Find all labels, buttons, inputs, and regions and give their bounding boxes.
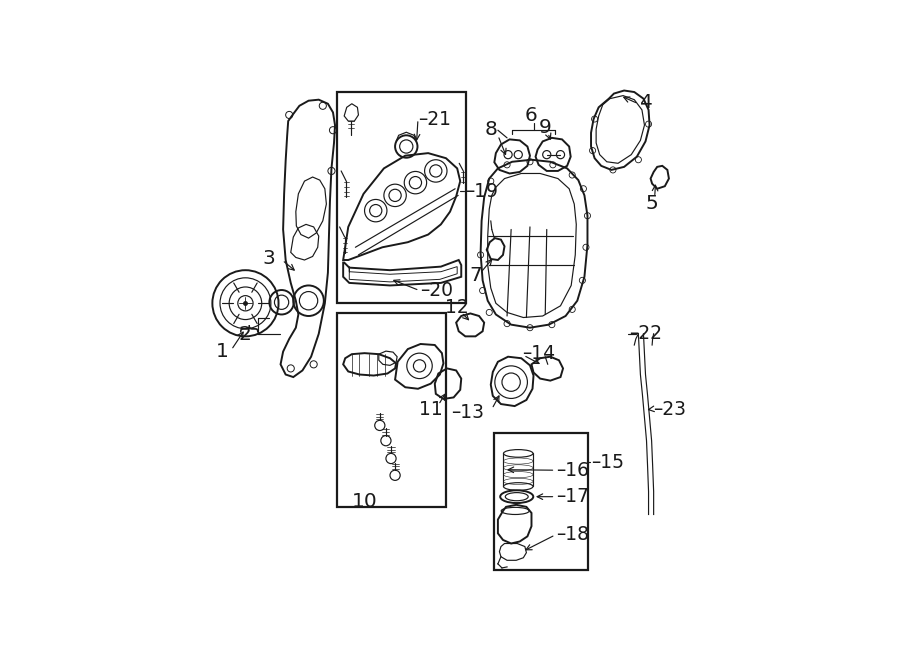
- Text: }: }: [238, 320, 256, 332]
- Text: 1: 1: [216, 342, 229, 361]
- Bar: [494, 433, 589, 570]
- Text: –20: –20: [420, 281, 454, 300]
- Text: –21: –21: [418, 110, 452, 128]
- Bar: [337, 92, 466, 303]
- Text: 10: 10: [352, 492, 377, 511]
- Text: 3: 3: [263, 249, 275, 268]
- Text: –18: –18: [556, 525, 590, 545]
- Text: 11: 11: [418, 400, 443, 418]
- Text: –23: –23: [653, 400, 686, 418]
- Bar: [337, 313, 446, 507]
- Text: –15: –15: [591, 453, 624, 471]
- Text: 5: 5: [645, 194, 659, 213]
- Text: 12: 12: [446, 298, 469, 317]
- Text: –16: –16: [556, 461, 590, 480]
- Text: 7: 7: [469, 266, 482, 285]
- Text: –13: –13: [451, 403, 484, 422]
- Text: 8: 8: [484, 120, 497, 139]
- Text: 4: 4: [641, 93, 653, 112]
- Text: –19: –19: [465, 182, 499, 201]
- Text: –14: –14: [522, 344, 555, 363]
- Text: 6: 6: [525, 106, 538, 126]
- Text: –22: –22: [629, 325, 662, 343]
- Text: 2: 2: [238, 325, 252, 344]
- Text: 9: 9: [539, 118, 552, 137]
- Text: –17: –17: [556, 487, 590, 506]
